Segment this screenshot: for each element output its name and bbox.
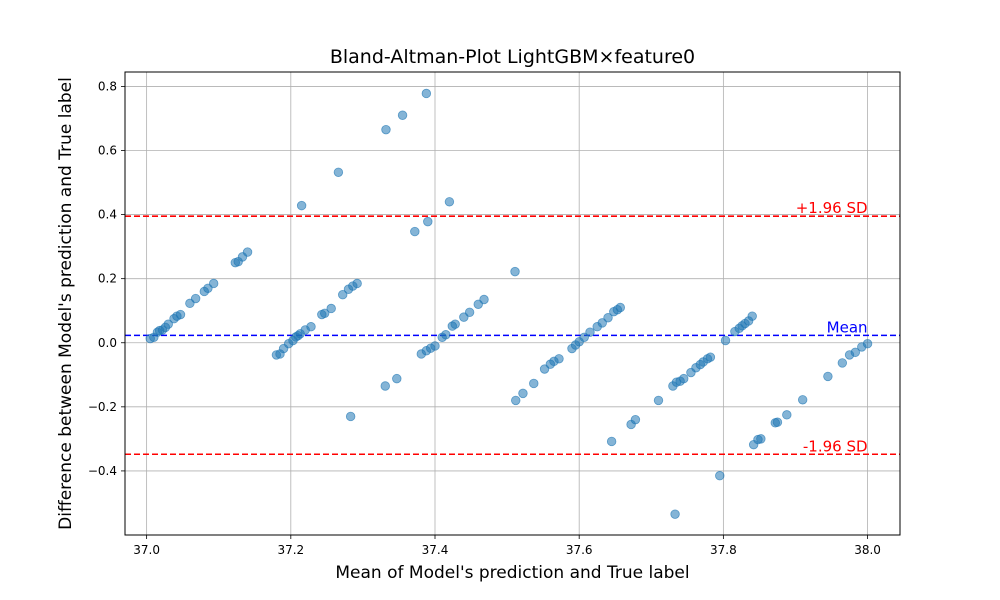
data-point <box>518 388 528 399</box>
data-point <box>381 124 391 135</box>
x-tick-label: 37.0 <box>133 543 160 557</box>
data-point <box>392 373 402 384</box>
data-point <box>606 436 617 447</box>
data-point <box>338 289 348 300</box>
x-tick-label: 38.0 <box>854 543 881 557</box>
data-point <box>529 378 539 389</box>
y-tick-label: −0.4 <box>88 464 117 478</box>
data-point <box>653 395 664 406</box>
data-point <box>397 110 408 120</box>
data-point <box>511 395 521 406</box>
data-point <box>554 354 564 364</box>
data-point <box>326 303 336 314</box>
data-point <box>862 339 873 349</box>
data-point <box>319 308 330 318</box>
x-axis-ticks: 37.0 37.2 37.4 37.6 37.8 38.0 <box>133 535 881 557</box>
reference-line-label: +1.96 SD <box>796 199 868 217</box>
data-points <box>145 88 873 519</box>
data-point <box>163 319 173 329</box>
y-tick-label: 0.0 <box>98 336 117 350</box>
y-tick-label: 0.8 <box>98 79 117 93</box>
data-point <box>333 167 344 177</box>
data-point <box>772 417 783 427</box>
data-point <box>380 381 390 391</box>
data-point <box>715 471 725 481</box>
data-point <box>441 330 451 340</box>
reference-line-label: -1.96 SD <box>803 437 868 455</box>
data-point <box>479 294 489 305</box>
data-point <box>603 313 613 323</box>
data-point <box>782 410 792 420</box>
chart-title: Bland-Altman-Plot LightGBM×feature0 <box>330 46 695 68</box>
y-axis-label: Difference between Model's prediction an… <box>56 77 76 530</box>
data-point <box>850 347 861 358</box>
reference-lines: +1.96 SD Mean -1.96 SD <box>125 199 900 455</box>
x-tick-label: 37.4 <box>422 543 449 557</box>
reference-line-label: Mean <box>827 318 868 336</box>
x-axis-label: Mean of Model's prediction and True labe… <box>335 563 689 583</box>
data-point <box>705 352 716 362</box>
data-point <box>421 88 432 99</box>
data-point <box>756 434 766 444</box>
data-point <box>345 411 356 422</box>
y-axis-ticks: −0.4 −0.2 0.0 0.2 0.4 0.6 0.8 <box>88 79 125 478</box>
data-point <box>823 371 833 382</box>
data-point <box>352 278 362 289</box>
plot-frame <box>124 71 901 536</box>
data-point <box>208 278 219 289</box>
data-point <box>679 373 689 384</box>
data-point <box>306 322 316 332</box>
data-point <box>430 341 440 351</box>
data-point <box>630 414 641 425</box>
grid <box>125 72 900 535</box>
data-point <box>615 302 625 313</box>
data-point <box>510 266 520 277</box>
data-point <box>720 335 731 346</box>
data-point <box>296 200 307 211</box>
data-point <box>190 293 201 304</box>
x-tick-label: 37.6 <box>566 543 593 557</box>
data-point <box>423 216 433 227</box>
y-tick-label: 0.4 <box>98 208 117 222</box>
data-point <box>747 311 757 321</box>
y-tick-label: −0.2 <box>88 400 117 414</box>
data-point <box>410 226 420 237</box>
data-point <box>444 197 455 207</box>
data-point <box>450 319 460 329</box>
data-point <box>670 509 680 519</box>
x-tick-label: 37.2 <box>277 543 304 557</box>
data-point <box>585 327 595 337</box>
x-tick-label: 37.8 <box>710 543 737 557</box>
data-point <box>242 247 253 257</box>
y-tick-label: 0.6 <box>98 144 117 158</box>
y-tick-label: 0.2 <box>98 272 117 286</box>
data-point <box>175 309 186 320</box>
data-point <box>797 395 808 405</box>
data-point <box>464 307 475 318</box>
data-point <box>837 358 848 368</box>
